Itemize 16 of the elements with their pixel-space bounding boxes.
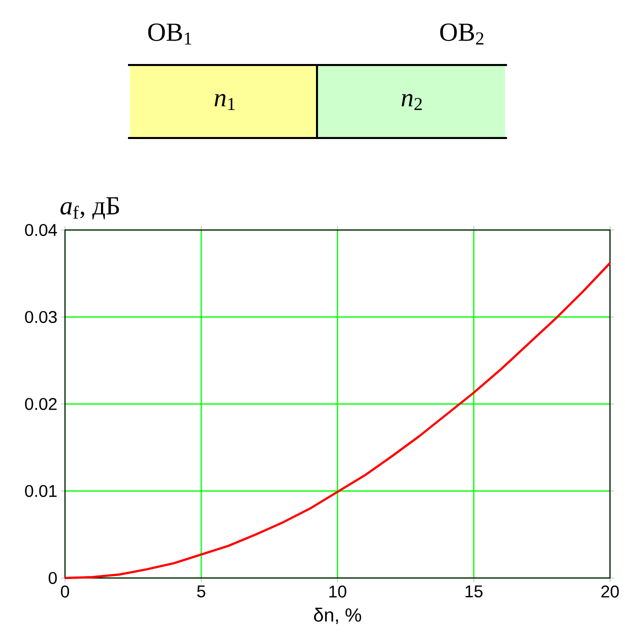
y-tick-label: 0.02 (25, 398, 57, 410)
x-tick-label: 0 (60, 586, 70, 598)
x-tick-label: 5 (197, 586, 206, 598)
text: OB$_{1}$ (148, 24, 192, 44)
x-tick-label: 15 (466, 586, 482, 598)
x-axis-title: δn, % (314, 608, 362, 624)
text: OB$_{2}$ (440, 24, 484, 44)
y-axis-title: a$_{f}$, дБ (60, 197, 119, 220)
y-tick-label: 0 (48, 572, 57, 584)
y-tick-label: 0.04 (25, 224, 57, 236)
y-tick-label: 0.03 (25, 310, 57, 324)
text: n$_{1}$ (214, 94, 235, 110)
x-tick-label: 10 (329, 586, 346, 598)
text: n$_{2}$ (402, 94, 422, 110)
x-tick-label: 20 (601, 586, 619, 598)
y-tick-label: 0.01 (25, 484, 57, 498)
